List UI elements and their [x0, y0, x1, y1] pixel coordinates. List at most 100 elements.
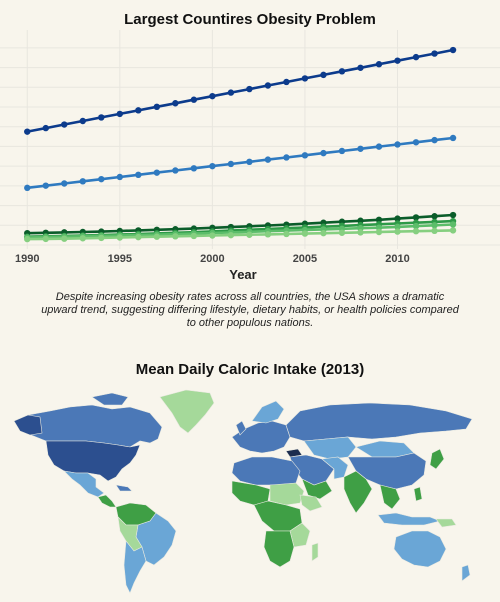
series-5-point-2000 [209, 232, 215, 238]
series-1-point-1998 [172, 167, 178, 173]
series-1-point-2011 [413, 139, 419, 145]
series-0-point-1993 [80, 118, 86, 124]
x-tick-label-1990: 1990 [15, 253, 39, 265]
series-5-point-2008 [357, 229, 363, 235]
series-5-point-2011 [413, 228, 419, 234]
series-0-point-1997 [154, 104, 160, 110]
series-4-point-2013 [450, 221, 456, 227]
map-region-arctic-islands [92, 393, 128, 405]
map-region-greenland [160, 390, 214, 433]
series-2-point-2012 [431, 213, 437, 219]
series-0-point-1992 [61, 121, 67, 127]
series-1-point-2005 [302, 152, 308, 158]
map-region-australia [394, 531, 446, 567]
series-5-point-2009 [376, 229, 382, 235]
series-0-point-2005 [302, 75, 308, 81]
series-5-point-1990 [24, 236, 30, 242]
map-region-caribbean [116, 485, 132, 491]
map-region-new-zealand [462, 565, 470, 581]
map-region-central-africa [254, 501, 302, 531]
x-tick-label-1995: 1995 [108, 253, 132, 265]
series-0-point-1994 [98, 114, 104, 120]
series-0-point-2010 [394, 57, 400, 63]
map-region-central-america [98, 495, 116, 507]
series-1-point-1990 [24, 185, 30, 191]
series-5-point-1993 [80, 235, 86, 241]
map-region-alaska [14, 415, 42, 435]
series-5-point-1997 [154, 234, 160, 240]
x-tick-label-2005: 2005 [293, 253, 317, 265]
series-1-point-2006 [320, 150, 326, 156]
series-0-point-2002 [246, 86, 252, 92]
series-5-point-2012 [431, 228, 437, 234]
map-region-madagascar [312, 543, 318, 561]
series-5-point-2001 [228, 232, 234, 238]
series-5-point-2010 [394, 228, 400, 234]
series-0-point-2000 [209, 93, 215, 99]
series-1-point-1991 [43, 182, 49, 188]
series-0-point-2011 [413, 54, 419, 60]
world-caloric-map [0, 385, 500, 602]
series-1-point-2008 [357, 146, 363, 152]
series-0-point-1991 [43, 125, 49, 131]
series-1-point-1996 [135, 172, 141, 178]
map-region-central-asia [304, 437, 356, 459]
series-0-point-2003 [265, 82, 271, 88]
series-0-point-1990 [24, 128, 30, 134]
map-region-north-africa [232, 457, 300, 485]
series-1-point-2003 [265, 156, 271, 162]
series-5-point-1994 [98, 235, 104, 241]
series-1-point-1993 [80, 178, 86, 184]
series-5-point-2013 [450, 227, 456, 233]
series-1-point-2002 [246, 159, 252, 165]
map-region-indonesia [378, 513, 440, 525]
series-0-point-2004 [283, 79, 289, 85]
map-region-sahel [270, 483, 304, 505]
x-axis-title: Year [229, 267, 256, 282]
series-5-point-1998 [172, 233, 178, 239]
x-tick-labels: 1990 1995 2000 2005 2010 [15, 253, 410, 265]
series-0-point-2013 [450, 47, 456, 53]
series-5-point-1999 [191, 233, 197, 239]
x-tick-label-2000: 2000 [200, 253, 224, 265]
series-5-point-2004 [283, 231, 289, 237]
series-5-point-1995 [117, 234, 123, 240]
series-0-point-2008 [357, 65, 363, 71]
series-1-point-2012 [431, 137, 437, 143]
series-0-point-1998 [172, 100, 178, 106]
series-1-point-1994 [98, 176, 104, 182]
map-region-southern-africa [264, 531, 294, 567]
series-1-point-2013 [450, 135, 456, 141]
x-tick-label-2010: 2010 [385, 253, 409, 265]
series-1-point-2009 [376, 143, 382, 149]
series-0-point-2006 [320, 72, 326, 78]
obesity-line-chart: 1990 1995 2000 2005 2010 Year [0, 0, 500, 290]
series-lines [24, 47, 456, 242]
series-0-point-2001 [228, 89, 234, 95]
map-region-russia [286, 403, 472, 441]
series-4-point-2012 [431, 222, 437, 228]
chart-annotation: Despite increasing obesity rates across … [40, 291, 460, 330]
series-0-point-2009 [376, 61, 382, 67]
series-0-point-2007 [339, 68, 345, 74]
series-0-point-1996 [135, 107, 141, 113]
series-5-point-2003 [265, 231, 271, 237]
series-2-point-2013 [450, 212, 456, 218]
series-1-point-2010 [394, 141, 400, 147]
series-5-point-2006 [320, 230, 326, 236]
map-chart-title: Mean Daily Caloric Intake (2013) [0, 361, 500, 378]
series-1-point-2007 [339, 148, 345, 154]
series-0-point-1999 [191, 97, 197, 103]
series-5-point-2007 [339, 230, 345, 236]
series-1-point-1995 [117, 174, 123, 180]
series-5-point-1991 [43, 236, 49, 242]
map-region-papua [436, 519, 456, 527]
series-1-point-1992 [61, 180, 67, 186]
series-1-point-1999 [191, 165, 197, 171]
map-region-japan [430, 449, 444, 469]
map-region-scandinavia [252, 401, 284, 423]
series-5-point-1996 [135, 234, 141, 240]
series-5-point-2002 [246, 232, 252, 238]
series-line-0 [27, 50, 453, 132]
series-0-point-1995 [117, 111, 123, 117]
